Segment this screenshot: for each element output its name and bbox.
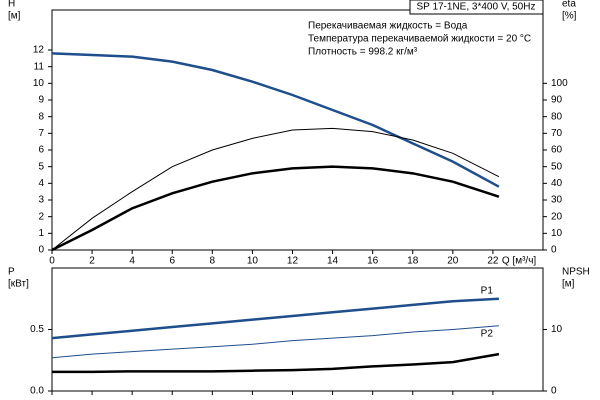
y2-axis-label: eta xyxy=(562,0,576,10)
y2-tick-label: 20 xyxy=(551,211,563,222)
y2-tick-label: 10 xyxy=(551,228,563,239)
y-tick-label: 11 xyxy=(34,61,45,72)
y2-tick-label: 100 xyxy=(551,78,568,89)
y-tick-label: 8 xyxy=(38,111,44,122)
x-tick-label: 10 xyxy=(247,256,259,267)
x-tick-label: 12 xyxy=(287,256,299,267)
title-box xyxy=(409,0,544,15)
y2-tick-label: 70 xyxy=(551,128,563,139)
series-line xyxy=(51,325,499,359)
y-tick-label: 1 xyxy=(38,228,44,239)
annotation: Температура перекачиваемой жидкости = 20… xyxy=(308,34,531,45)
x-tick-label: 18 xyxy=(407,256,419,267)
x-tick-label: 2 xyxy=(89,256,95,267)
series-label: P1 xyxy=(481,285,494,296)
series-line xyxy=(51,297,499,340)
y-tick-label: 9 xyxy=(38,95,44,106)
y2-tick-label: 80 xyxy=(551,111,563,122)
y-tick-label: 7 xyxy=(38,128,44,139)
y2-axis-label: NPSH xyxy=(562,267,590,278)
x-tick-label: 6 xyxy=(169,256,175,267)
x-tick-label: 0 xyxy=(49,256,55,267)
y2-axis-unit: [м] xyxy=(562,279,575,290)
y-tick-label: 0.0 xyxy=(30,386,44,397)
y2-tick-label: 40 xyxy=(551,178,563,189)
y2-axis-unit: [%] xyxy=(562,11,577,22)
y-axis-unit: [кВт] xyxy=(8,279,29,290)
y2-tick-label: 30 xyxy=(551,195,563,206)
y2-tick-label: 90 xyxy=(551,95,563,106)
y-axis-unit: [м] xyxy=(8,11,21,22)
y-tick-label: 12 xyxy=(33,45,45,56)
series-line xyxy=(51,127,500,251)
y2-tick-label: 50 xyxy=(551,161,563,172)
y2-tick-label: 0 xyxy=(551,245,557,256)
y-tick-label: 4 xyxy=(38,178,44,189)
y2-tick-label: 60 xyxy=(551,145,563,156)
plot-frame xyxy=(51,9,544,251)
y-tick-label: 6 xyxy=(38,145,44,156)
y-axis-label: H xyxy=(8,0,15,10)
series-line xyxy=(52,352,500,374)
series-label: P2 xyxy=(481,328,494,339)
y-tick-label: 3 xyxy=(38,195,44,206)
x-tick-label: 14 xyxy=(327,256,339,267)
y-tick-label: 0.5 xyxy=(30,324,44,335)
y-axis-label: P xyxy=(8,267,15,278)
y-tick-label: 10 xyxy=(33,78,45,89)
x-tick-label: 8 xyxy=(210,256,216,267)
x-tick-label: 16 xyxy=(367,256,379,267)
series-line xyxy=(51,165,500,252)
x-axis-label: Q [м³/ч] xyxy=(502,256,537,267)
annotation: Перекачиваемая жидкость = Вода xyxy=(308,21,468,32)
y2-tick-label: 0 xyxy=(551,386,557,397)
y-tick-label: 5 xyxy=(38,161,44,172)
annotation: Плотность = 998.2 кг/м³ xyxy=(308,47,418,58)
y2-tick-label: 10 xyxy=(551,324,563,335)
x-tick-label: 4 xyxy=(129,256,135,267)
chart-title: SP 17-1NE, 3*400 V, 50Hz xyxy=(417,2,536,13)
y-tick-label: 2 xyxy=(38,211,44,222)
x-tick-label: 22 xyxy=(487,256,499,267)
x-tick-label: 20 xyxy=(447,256,459,267)
series-line xyxy=(51,52,500,188)
y-tick-label: 0 xyxy=(38,245,44,256)
